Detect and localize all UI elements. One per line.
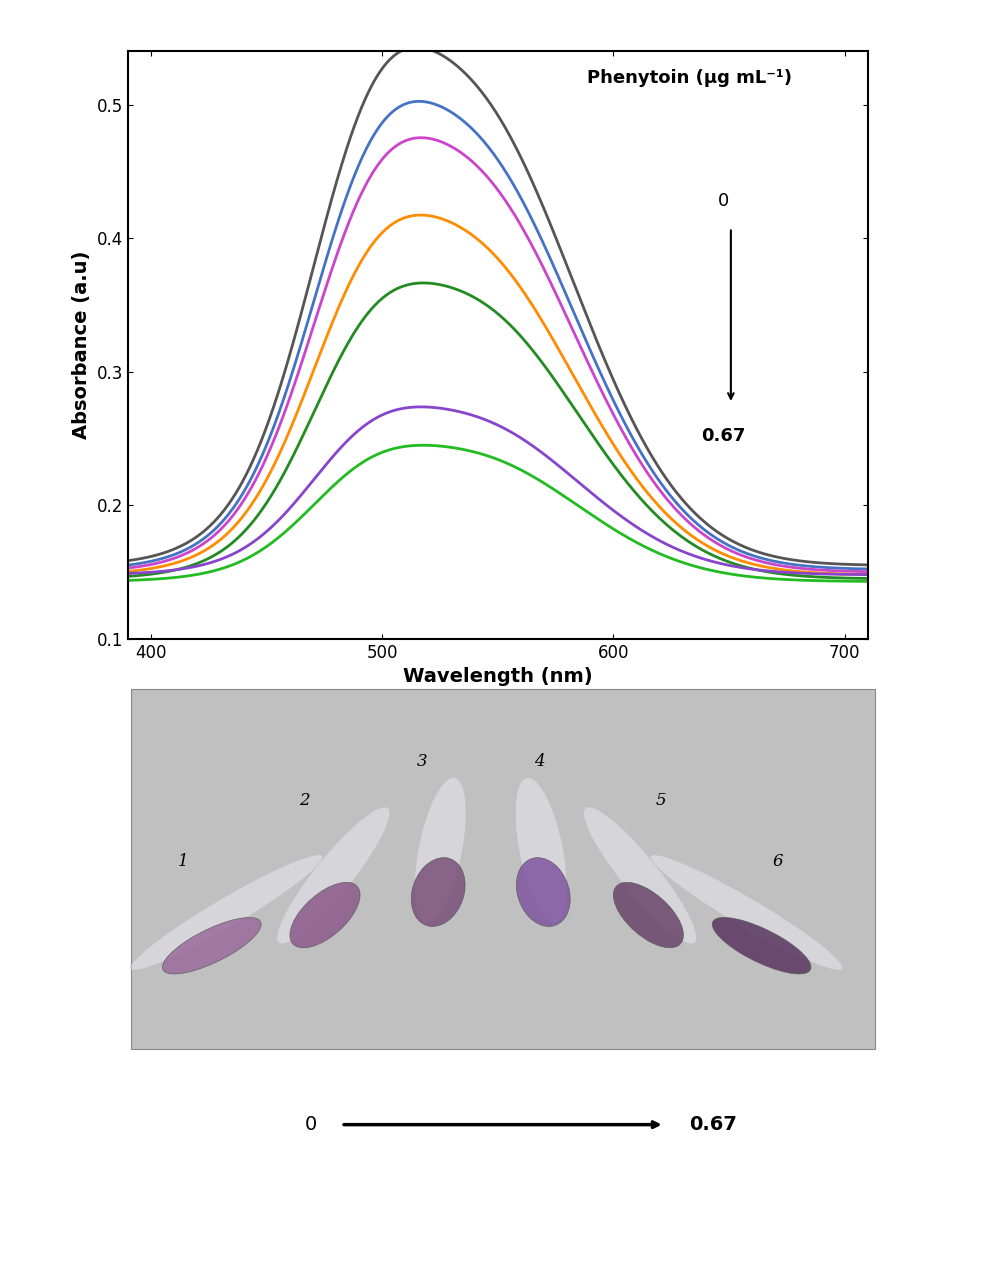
Text: 4: 4: [534, 753, 544, 771]
Text: 2: 2: [300, 791, 310, 809]
Text: 1: 1: [178, 852, 188, 870]
Ellipse shape: [651, 855, 843, 970]
Ellipse shape: [712, 918, 810, 974]
Text: 3: 3: [417, 753, 427, 771]
Text: 5: 5: [656, 791, 666, 809]
Ellipse shape: [130, 855, 322, 970]
Text: 6: 6: [772, 852, 783, 870]
X-axis label: Wavelength (nm): Wavelength (nm): [403, 667, 593, 686]
Ellipse shape: [277, 806, 389, 944]
Text: 0.67: 0.67: [701, 427, 745, 445]
Ellipse shape: [414, 777, 466, 923]
Ellipse shape: [517, 858, 570, 927]
Text: 0.67: 0.67: [689, 1116, 737, 1134]
Ellipse shape: [290, 882, 360, 948]
Text: 0: 0: [305, 1116, 317, 1134]
Text: Phenytoin (μg mL⁻¹): Phenytoin (μg mL⁻¹): [587, 69, 792, 87]
Y-axis label: Absorbance (a.u): Absorbance (a.u): [72, 250, 92, 440]
Text: 0: 0: [718, 192, 729, 210]
FancyBboxPatch shape: [131, 689, 875, 1049]
Ellipse shape: [613, 882, 683, 948]
Ellipse shape: [584, 806, 697, 944]
Ellipse shape: [163, 918, 261, 974]
Ellipse shape: [411, 858, 465, 927]
Ellipse shape: [516, 777, 567, 923]
